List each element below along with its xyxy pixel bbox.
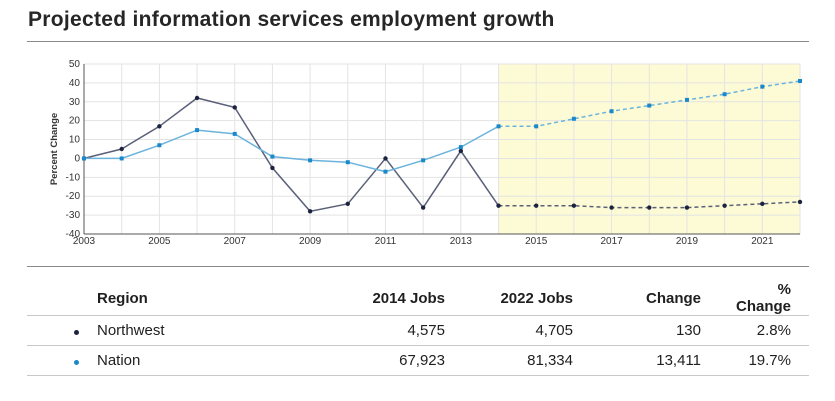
nation-data-point [82,156,86,161]
nation-data-point [684,97,689,102]
nation-data-point [571,116,576,121]
chart-title: Projected information services employmen… [28,8,555,31]
header-region: Region [97,289,148,307]
northwest-data-point [647,205,652,210]
northwest-data-point [194,95,200,101]
nation-data-point [308,158,313,163]
nation-projection-line [498,80,801,128]
northwest-data-point [684,205,690,210]
cell-2014-jobs: 4,575 [285,315,463,346]
x-tick-label: 2015 [525,236,548,247]
x-tick-label: 2019 [676,236,699,247]
legend-cell [27,315,97,346]
northwest-data-point [157,124,162,129]
legend-header [27,281,97,316]
nation-data-point [496,124,501,129]
header-2014-jobs: 2014 Jobs [372,289,445,307]
nation-data-point [195,128,200,133]
northwest-data-point [119,146,124,152]
summary-table: Region 2014 Jobs 2022 Jobs Change % Chan… [27,281,809,376]
nation-data-point [647,103,652,108]
x-tick-label: 2013 [450,236,473,247]
x-tick-label: 2009 [299,236,322,247]
nation-data-point [760,84,765,89]
cell-region: Northwest [97,315,285,346]
cell-pct-change: 19.7% [719,345,809,376]
legend-cell [27,345,97,376]
y-axis-label: Percent Change [49,113,60,185]
northwest-data-point [345,201,350,206]
northwest-data-point [383,156,388,161]
nation-data-point [270,154,275,159]
header-pct-change: % Change [735,281,791,315]
northwest-data-point [270,165,275,171]
y-tick-label: 10 [69,135,81,146]
northwest-data-point [609,205,614,210]
nation-data-point [383,169,388,174]
northwest-data-point [420,205,426,210]
y-tick-label: -20 [66,191,81,202]
x-tick-label: 2005 [148,236,171,247]
nation-data-point [609,109,614,114]
northwest-data-point [760,201,765,206]
northwest-data-point [458,148,464,154]
table-row: Nation 67,923 81,334 13,411 19.7% [27,345,809,376]
x-tick-label: 2021 [751,236,774,247]
header-change: Change [645,289,701,307]
y-tick-label: 30 [69,97,81,108]
table-row: Northwest 4,575 4,705 130 2.8% [27,315,809,346]
header-2022-jobs: 2022 Jobs [500,289,573,307]
y-tick-label: 20 [69,116,81,127]
cell-2022-jobs: 81,334 [463,345,591,376]
nation-data-point [722,92,727,97]
title-divider [27,41,809,42]
y-tick-label: -30 [66,210,81,221]
northwest-data-point [496,203,501,208]
northwest-marker-icon [74,330,79,335]
northwest-data-point [232,105,237,110]
cell-2014-jobs: 67,923 [285,345,463,376]
table-header-row: Region 2014 Jobs 2022 Jobs Change % Chan… [27,281,809,316]
nation-data-point [798,79,802,83]
cell-pct-change: 2.8% [719,315,809,346]
y-tick-label: -40 [66,229,81,240]
nation-data-point [458,145,463,150]
cell-region: Nation [97,345,285,376]
nation-data-point [534,124,539,129]
y-tick-label: -10 [66,172,81,183]
x-tick-label: 2011 [375,236,397,247]
x-tick-label: 2017 [600,236,623,247]
x-tick-label: 2003 [73,236,96,247]
cell-2022-jobs: 4,705 [463,315,591,346]
northwest-data-point [797,199,803,205]
nation-data-point [157,143,162,148]
northwest-data-point [571,203,577,208]
nation-data-point [232,131,237,136]
northwest-data-point [307,209,313,214]
y-tick-label: 50 [69,59,81,70]
northwest-series-line [83,97,500,213]
northwest-data-point [722,203,727,208]
nation-data-point [119,156,124,161]
chart-table-divider [27,266,809,267]
nation-marker-icon [74,360,79,365]
cell-change: 130 [591,315,719,346]
cell-change: 13,411 [591,345,719,376]
northwest-data-point [534,203,539,208]
x-tick-label: 2007 [224,236,247,247]
nation-series-line [84,125,499,173]
nation-data-point [421,158,426,163]
y-tick-label: 0 [74,153,80,164]
nation-data-point [345,160,350,165]
y-tick-label: 40 [69,78,81,89]
